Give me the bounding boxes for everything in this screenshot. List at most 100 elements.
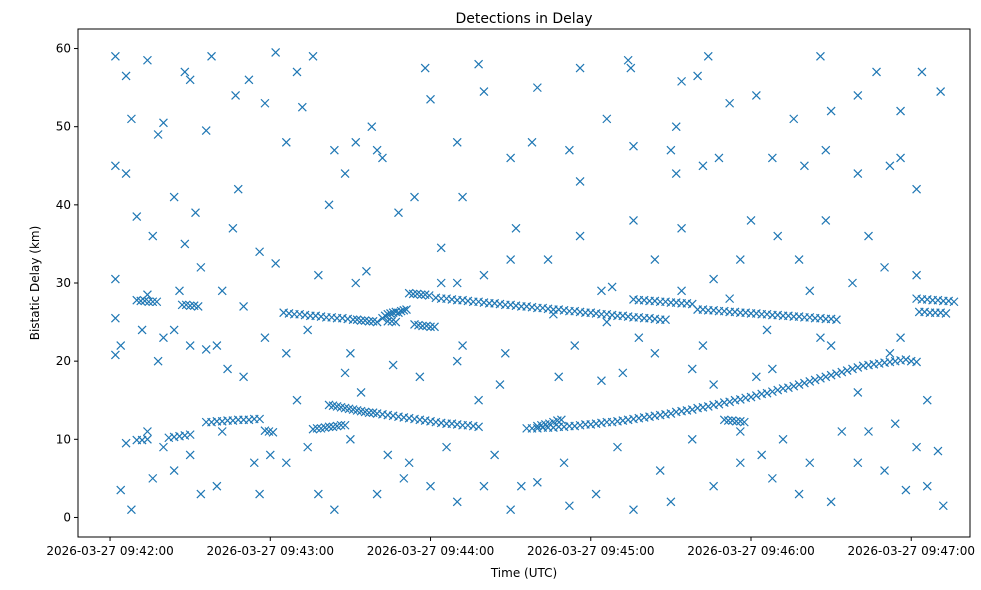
track-point-260	[773, 385, 783, 395]
noise-point-82	[821, 216, 831, 225]
noise-point-9	[623, 55, 633, 65]
noise-point-50	[714, 153, 724, 163]
noise-point-207	[303, 325, 313, 335]
noise-point-1	[143, 55, 152, 65]
noise-point-6	[420, 63, 430, 73]
noise-point-181	[265, 450, 275, 460]
noise-point-22	[693, 71, 703, 81]
noise-point-3	[207, 51, 216, 61]
track-point-275	[853, 362, 863, 372]
track-point-10	[193, 302, 203, 311]
noise-point-78	[629, 216, 638, 225]
noise-point-13	[917, 67, 927, 77]
noise-point-184	[383, 450, 393, 460]
noise-point-179	[217, 427, 227, 436]
noise-point-46	[527, 137, 537, 147]
track-point-262	[783, 383, 793, 393]
noise-point-68	[912, 184, 922, 194]
noise-point-143	[922, 395, 932, 405]
noise-point-31	[367, 122, 377, 132]
track-point-180	[340, 420, 350, 430]
noise-point-81	[773, 231, 783, 241]
track-point-24	[348, 315, 358, 325]
noise-point-127	[826, 341, 836, 350]
noise-point-120	[388, 360, 398, 370]
track-point-32	[380, 311, 390, 321]
noise-point-96	[735, 255, 745, 264]
noise-point-14	[121, 71, 131, 81]
noise-point-213	[634, 333, 644, 343]
noise-point-67	[885, 161, 895, 171]
track-point-267	[810, 375, 820, 385]
noise-point-69	[180, 239, 190, 249]
noise-point-90	[394, 208, 403, 218]
noise-point-92	[506, 255, 516, 264]
track-point-265	[799, 378, 809, 388]
track-point-4	[148, 297, 158, 307]
noise-point-141	[767, 364, 777, 374]
noise-point-198	[864, 427, 873, 436]
noise-point-212	[602, 317, 612, 327]
noise-point-12	[872, 67, 881, 77]
noise-point-29	[260, 98, 270, 108]
track-point-251	[725, 397, 735, 407]
noise-point-161	[564, 501, 574, 511]
track-point-256	[751, 391, 761, 400]
noise-point-58	[329, 145, 339, 155]
y-tick-label-3: 30	[56, 276, 71, 290]
noise-point-200	[912, 442, 922, 452]
track-point-96	[661, 315, 670, 325]
noise-point-190	[613, 442, 622, 452]
noise-point-199	[890, 419, 900, 429]
track-point-263	[789, 381, 799, 391]
track-point-212	[474, 422, 484, 432]
noise-point-98	[880, 262, 889, 272]
track-point-253	[735, 395, 745, 404]
noise-point-57	[233, 184, 243, 194]
track-point-258	[762, 388, 772, 398]
track-point-40	[402, 305, 411, 314]
track-point-30	[372, 317, 382, 327]
noise-point-217	[896, 333, 905, 343]
noise-point-111	[805, 286, 815, 296]
noise-point-154	[372, 489, 382, 499]
y-tick-label-0: 0	[63, 510, 71, 524]
noise-point-166	[735, 458, 745, 468]
noise-point-124	[618, 368, 628, 378]
noise-point-202	[110, 313, 120, 323]
noise-point-175	[121, 438, 131, 448]
track-point-171	[268, 427, 278, 437]
noise-point-97	[794, 255, 804, 264]
noise-point-170	[853, 458, 863, 468]
noise-point-115	[153, 356, 163, 366]
noise-point-10	[703, 51, 713, 61]
track-point-302	[391, 317, 401, 327]
noise-point-25	[936, 87, 946, 96]
noise-point-18	[479, 87, 489, 96]
track-point-143	[949, 297, 959, 307]
noise-point-142	[853, 387, 863, 397]
x-tick-label-2: 2026-03-27 09:44:00	[367, 544, 494, 558]
noise-point-150	[255, 489, 265, 499]
noise-point-56	[191, 208, 200, 218]
noise-point-178	[185, 450, 195, 460]
noise-point-215	[762, 325, 772, 335]
noise-point-132	[239, 372, 249, 382]
noise-point-151	[281, 458, 291, 468]
track-point-149	[941, 309, 951, 318]
y-tick-label-4: 40	[56, 198, 71, 212]
noise-point-55	[169, 192, 179, 202]
noise-point-105	[436, 278, 446, 288]
track-point-6	[177, 300, 187, 310]
noise-point-63	[671, 169, 681, 179]
noise-point-121	[452, 356, 462, 366]
noise-point-149	[212, 481, 222, 491]
track-point-300	[383, 316, 393, 326]
noise-point-119	[340, 368, 350, 378]
noise-point-159	[506, 505, 516, 515]
noise-point-129	[110, 350, 120, 360]
noise-point-160	[532, 477, 542, 487]
x-tick-label-5: 2026-03-27 09:47:00	[848, 544, 975, 558]
x-axis-label: Time (UTC)	[490, 566, 557, 580]
